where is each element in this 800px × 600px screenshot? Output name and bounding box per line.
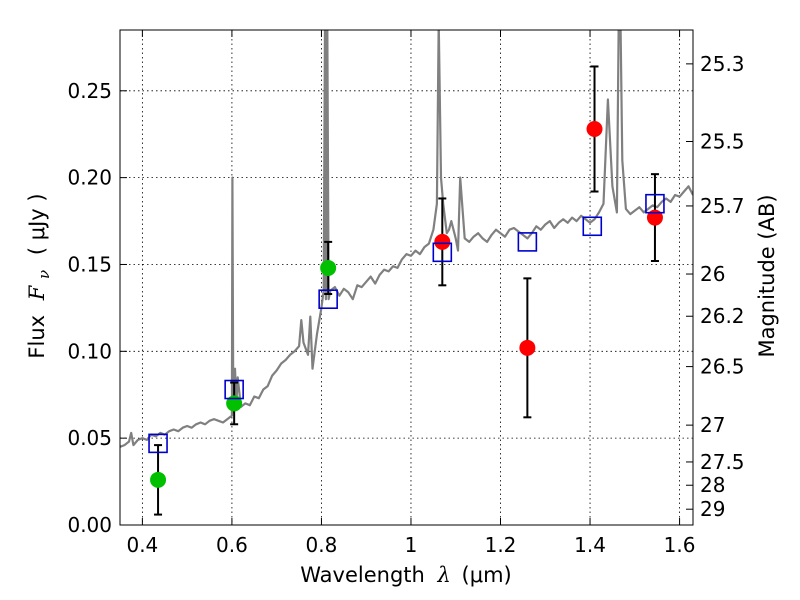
y-axis-label-subscript: ν (35, 270, 53, 279)
y-axis-ticks: 0.00 0.05 0.10 0.15 0.20 0.25 (67, 79, 127, 537)
y-tick-label: 0.25 (67, 79, 112, 103)
y-tick-label: 0.05 (67, 426, 112, 450)
right-tick-label: 27.5 (700, 450, 745, 474)
observed-point (646, 209, 663, 226)
errorbar-layer (154, 65, 659, 516)
x-tick-label: 0.4 (126, 533, 158, 557)
right-tick-label: 28 (700, 473, 725, 497)
y-axis-label-unit: ( μJy ) (25, 193, 49, 255)
x-axis-ticks: 0.4 0.6 0.8 1 1.2 1.4 1.6 (126, 30, 695, 557)
right-tick-label: 27 (700, 413, 725, 437)
right-axis-label: Magnitude (AB) (755, 194, 779, 357)
x-tick-label: 0.6 (216, 533, 248, 557)
model-photometry-point (645, 193, 665, 214)
model-photometry-point (148, 433, 168, 454)
observed-point (150, 471, 167, 488)
x-tick-label: 0.8 (306, 533, 338, 557)
right-tick-label: 26.5 (700, 355, 745, 379)
y-tick-label: 0.00 (67, 513, 112, 537)
observed-point (434, 233, 451, 250)
right-tick-label: 29 (700, 497, 725, 521)
observed-points (150, 121, 663, 488)
x-tick-label: 1.4 (574, 533, 606, 557)
observed-point (586, 121, 603, 137)
model-photometry-point (582, 216, 603, 237)
model-photometry-point (432, 242, 453, 263)
right-tick-label: 26 (700, 262, 725, 286)
right-tick-label: 25.7 (700, 194, 745, 218)
y-axis-label-prefix: Flux (25, 315, 49, 359)
y-tick-label: 0.20 (67, 166, 112, 190)
spectrum-line (120, 30, 693, 448)
y-tick-label: 0.10 (67, 339, 112, 363)
x-tick-label: 1.2 (485, 533, 517, 557)
right-tick-label: 26.2 (700, 304, 745, 328)
observed-point (226, 395, 243, 412)
y-axis-label: Flux F ν ( μJy ) (25, 193, 54, 358)
model-photometry-points (148, 193, 665, 454)
model-photometry-point (318, 289, 338, 310)
plot-frame (119, 29, 694, 526)
observed-point (519, 339, 536, 356)
spectrum-layer (120, 30, 693, 448)
x-axis-label-symbol: λ (437, 563, 451, 587)
x-axis-label-unit: (μm) (462, 563, 512, 587)
x-axis-label-prefix: Wavelength (300, 563, 425, 587)
y-tick-label: 0.15 (67, 252, 112, 276)
model-photometry-point (517, 232, 538, 252)
right-tick-label: 25.5 (700, 130, 745, 154)
x-axis-label: Wavelength λ (μm) (300, 563, 511, 587)
y-axis-label-symbol: F (25, 284, 49, 301)
x-tick-label: 1 (405, 533, 418, 557)
observed-point (320, 259, 337, 276)
x-tick-label: 1.6 (664, 533, 696, 557)
model-photometry-point (224, 379, 244, 400)
right-tick-label: 25.3 (700, 52, 745, 76)
